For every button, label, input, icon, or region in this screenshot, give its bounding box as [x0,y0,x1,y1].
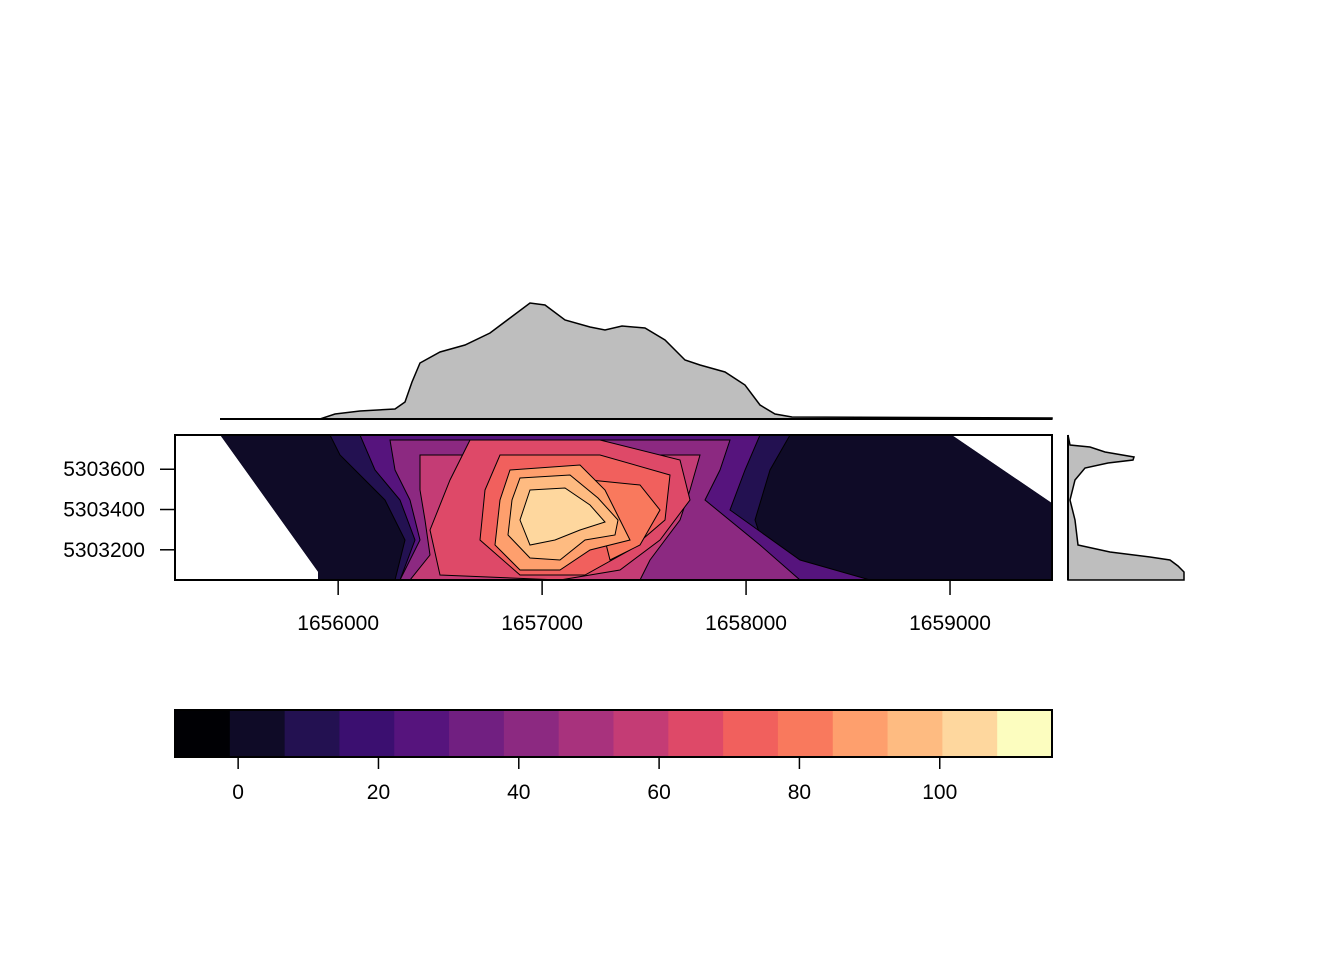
color-scale-tick-label: 40 [507,781,530,804]
color-scale-swatch [449,710,505,757]
raster-band-110 [519,487,606,546]
map-frame [174,434,1053,581]
y-tick-label: 5303600 [63,458,145,481]
map-panel [174,434,1053,581]
y-tick-label: 5303200 [63,539,145,562]
color-scale-swatch [394,710,450,757]
raster-nodata-left [175,435,318,580]
color-scale-swatch [942,710,998,757]
color-scale-swatch [175,710,231,757]
y-tick-label: 5303400 [63,499,145,522]
color-scale-tick-label: 80 [788,781,811,804]
map-raster [175,435,1052,580]
color-scale-tick-label: 100 [922,781,957,804]
right-profile-area [1067,434,1185,581]
color-scale-tick-label: 0 [232,781,244,804]
x-tick-label: 1658000 [705,612,787,635]
x-tick-label: 1657000 [501,612,583,635]
color-scale-swatch [229,710,286,757]
y-axis: 5303200 5303400 5303600 [63,458,175,562]
color-scale-swatch [723,710,779,757]
top-marginal [220,302,1053,420]
color-scale-tick-label: 60 [647,781,670,804]
color-scale-swatch [503,710,560,757]
color-scale-ticks: 0 20 40 60 80 100 [232,757,957,804]
color-scale-swatch [997,710,1053,757]
color-scale-swatch [668,710,724,757]
color-scale-swatch [613,710,669,757]
color-scale-swatch [558,710,614,757]
color-scale-swatch [832,710,889,757]
x-tick-label: 1659000 [909,612,991,635]
color-scale-swatch [777,710,834,757]
x-tick-label: 1656000 [297,612,379,635]
color-scale-frame [174,709,1053,758]
top-profile-area [222,302,1053,420]
x-axis: 1656000 1657000 1658000 1659000 [297,580,991,635]
color-scale [174,709,1053,758]
color-scale-swatch [887,710,943,757]
color-scale-swatch [339,710,395,757]
color-scale-tick-label: 20 [367,781,390,804]
raster-nodata-right [952,435,1052,503]
right-marginal [1067,434,1185,581]
color-scale-swatch [284,710,340,757]
